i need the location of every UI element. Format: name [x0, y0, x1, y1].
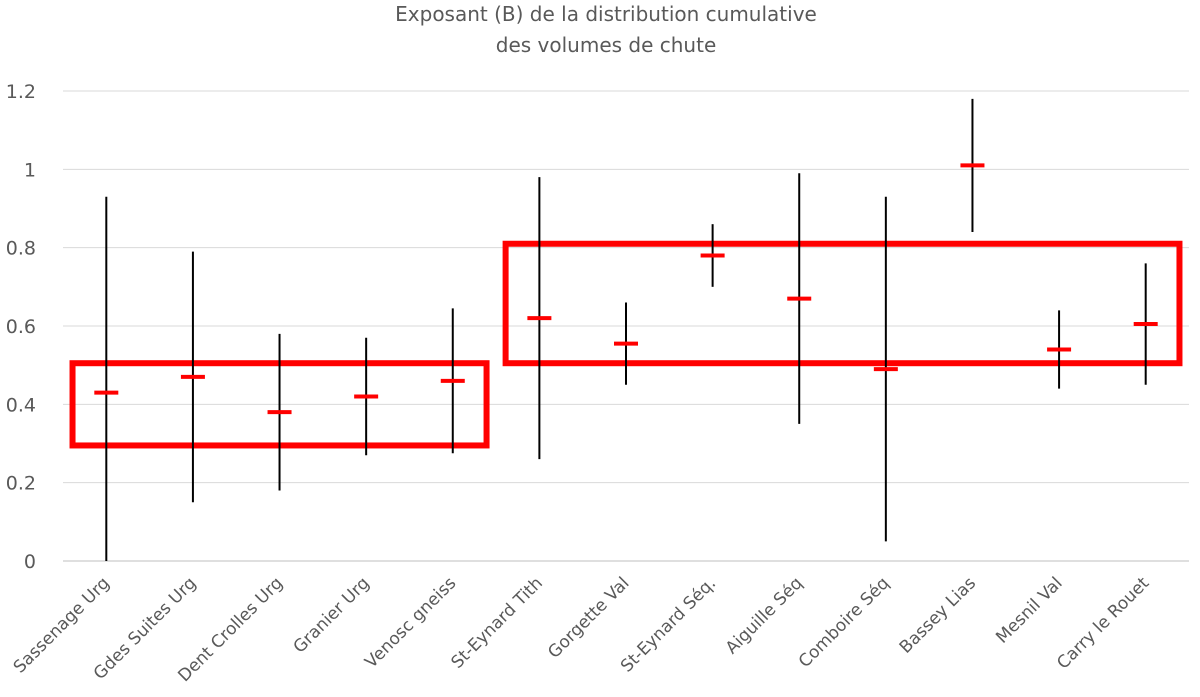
x-category-label: Carry le Rouet [1053, 573, 1153, 673]
y-axis-ticks: 0 0.2 0.4 0.6 0.8 1 1.2 [6, 81, 36, 573]
error-bars [105, 98, 1147, 561]
y-tick-label: 1 [24, 159, 36, 181]
y-tick-label: 0.6 [6, 316, 36, 338]
gridlines [63, 90, 1189, 562]
x-category-label: Venosc gneiss [361, 573, 460, 672]
chart-title-line-2: des volumes de chute [496, 33, 717, 57]
y-tick-label: 0.2 [6, 473, 36, 495]
y-tick-label: 0.8 [6, 238, 36, 260]
x-category-label: Granier Urg [290, 573, 374, 657]
x-category-label: St-Eynard Séq. [617, 573, 720, 676]
x-category-label: Gorgette Val [544, 573, 633, 662]
y-tick-label: 0 [24, 551, 36, 573]
chart-title-line-1: Exposant (B) de la distribution cumulati… [395, 2, 817, 26]
x-category-label: St-Eynard Tith [448, 573, 547, 672]
y-tick-label: 1.2 [6, 81, 36, 103]
highlight-box [502, 240, 1183, 367]
chart-title: Exposant (B) de la distribution cumulati… [395, 2, 817, 57]
y-tick-label: 0.4 [6, 394, 36, 416]
mean-markers [94, 163, 1158, 415]
x-category-label: Comboire Séq [795, 573, 893, 671]
x-category-label: Aiguille Séq [722, 573, 807, 658]
x-category-label: Mesnil Val [992, 573, 1066, 647]
x-category-label: Bassey Lias [896, 573, 980, 657]
